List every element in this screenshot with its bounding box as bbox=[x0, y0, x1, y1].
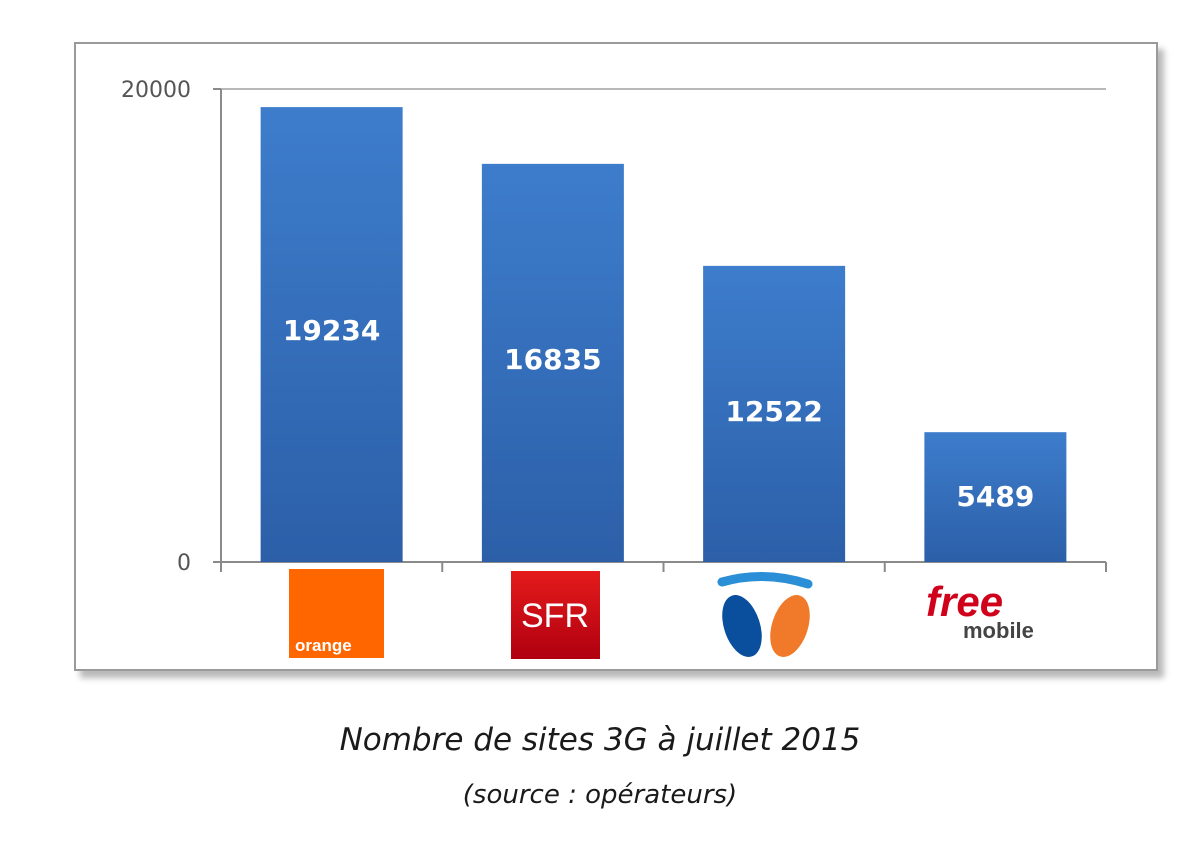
bar-sfr bbox=[481, 163, 624, 563]
y-tick-label: 0 bbox=[177, 551, 191, 576]
bouygues-telecom-logo bbox=[717, 572, 813, 657]
chart-frame: 0 20000 19234 16835 12522 5489 orange SFR fr bbox=[74, 42, 1158, 671]
svg-text:SFR: SFR bbox=[521, 597, 589, 635]
svg-text:mobile: mobile bbox=[963, 618, 1034, 643]
bar-value-label: 12522 bbox=[725, 395, 822, 428]
svg-text:free: free bbox=[926, 578, 1003, 625]
bar-value-label: 5489 bbox=[956, 480, 1034, 513]
bar-free-mobile bbox=[924, 432, 1067, 562]
chart-bars bbox=[260, 107, 1067, 563]
bar-orange bbox=[260, 107, 403, 562]
orange-logo: orange bbox=[289, 569, 384, 658]
bar-value-label: 19234 bbox=[283, 314, 380, 347]
bar-bouygues-telecom bbox=[703, 265, 846, 562]
y-tick-label: 20000 bbox=[121, 78, 191, 103]
chart-subtitle: (source : opérateurs) bbox=[462, 780, 738, 810]
svg-text:orange: orange bbox=[295, 636, 352, 655]
sfr-logo: SFR bbox=[511, 571, 600, 659]
free-mobile-logo: free mobile bbox=[926, 578, 1034, 643]
chart-data-labels: 19234 16835 12522 5489 bbox=[283, 314, 1034, 513]
chart-title: Nombre de sites 3G à juillet 2015 bbox=[339, 722, 861, 758]
bar-value-label: 16835 bbox=[504, 343, 601, 376]
